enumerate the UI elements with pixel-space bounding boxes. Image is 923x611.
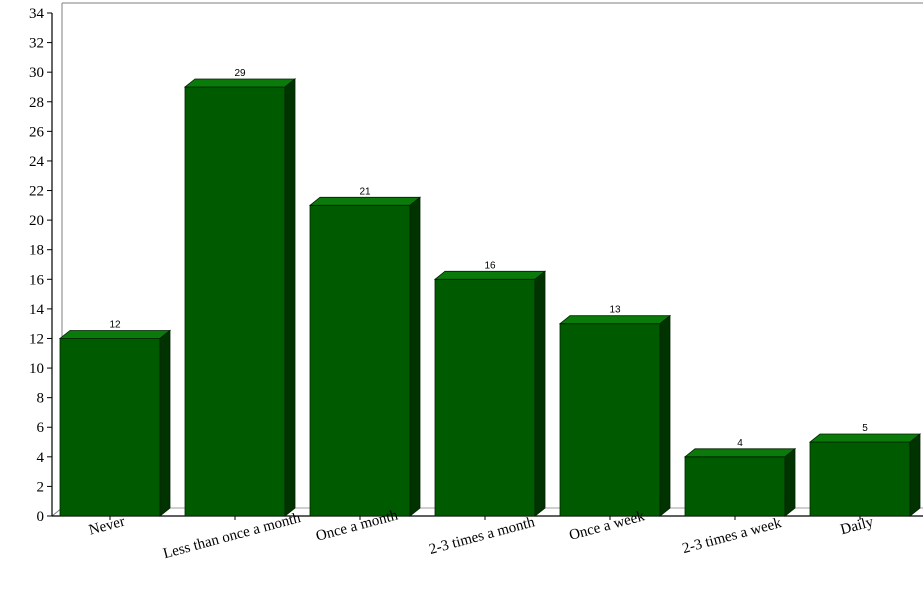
bar-front [434,278,536,517]
bar-side [534,270,546,517]
bar-top [433,270,547,280]
bar-front [184,86,286,517]
bar-top [683,448,797,458]
y-tick-label: 16 [29,272,45,288]
data-label: 12 [109,319,121,330]
y-tick-label: 18 [29,243,44,259]
y-tick-label: 10 [29,361,44,377]
bar [308,196,422,517]
bar-side [159,329,171,517]
y-tick-label: 8 [37,391,45,407]
bar [433,270,547,517]
data-label: 5 [862,423,868,434]
y-tick-label: 4 [37,450,45,466]
bar-top [58,330,172,339]
bar-front [59,338,161,517]
bar-side [409,196,421,517]
x-category-label: Never [87,514,127,539]
bar-front [684,456,786,517]
bar-side [909,433,921,517]
bar-side [784,447,796,517]
y-tick-label: 30 [29,65,44,81]
bar-front [809,441,911,517]
y-tick-label: 14 [29,302,45,318]
y-tick-label: 6 [37,420,45,436]
y-tick-label: 24 [29,154,45,170]
bar [683,447,797,517]
y-tick-label: 2 [37,479,45,495]
y-tick-label: 12 [29,331,44,347]
bar [558,314,672,517]
bar-front [559,323,661,517]
y-tick-label: 20 [29,213,44,229]
bar [183,78,297,517]
data-label: 4 [737,438,743,449]
bar-top [183,78,297,88]
y-tick-label: 32 [29,36,44,52]
bar-top [558,315,672,325]
y-tick-label: 22 [29,184,44,200]
y-tick-label: 26 [29,124,45,140]
bar-side [659,314,671,517]
data-label: 16 [484,260,496,271]
y-tick-label: 34 [29,6,45,22]
bar-side [284,78,296,517]
y-tick-label: 28 [29,95,44,111]
bar-front [309,204,411,517]
bars [58,78,922,517]
x-category-label: 2-3 times a week [681,515,784,557]
x-category-label: Less than once a month [161,510,302,562]
bar [808,433,922,517]
bar [58,329,172,517]
data-label: 21 [359,186,371,197]
data-label: 13 [609,305,621,316]
x-category-label: Daily [839,514,876,538]
y-tick-label: 0 [37,509,45,525]
x-category-label: 2-3 times a month [427,514,537,558]
bar-top [808,433,922,443]
data-label: 29 [234,68,246,79]
bar-top [308,196,422,206]
